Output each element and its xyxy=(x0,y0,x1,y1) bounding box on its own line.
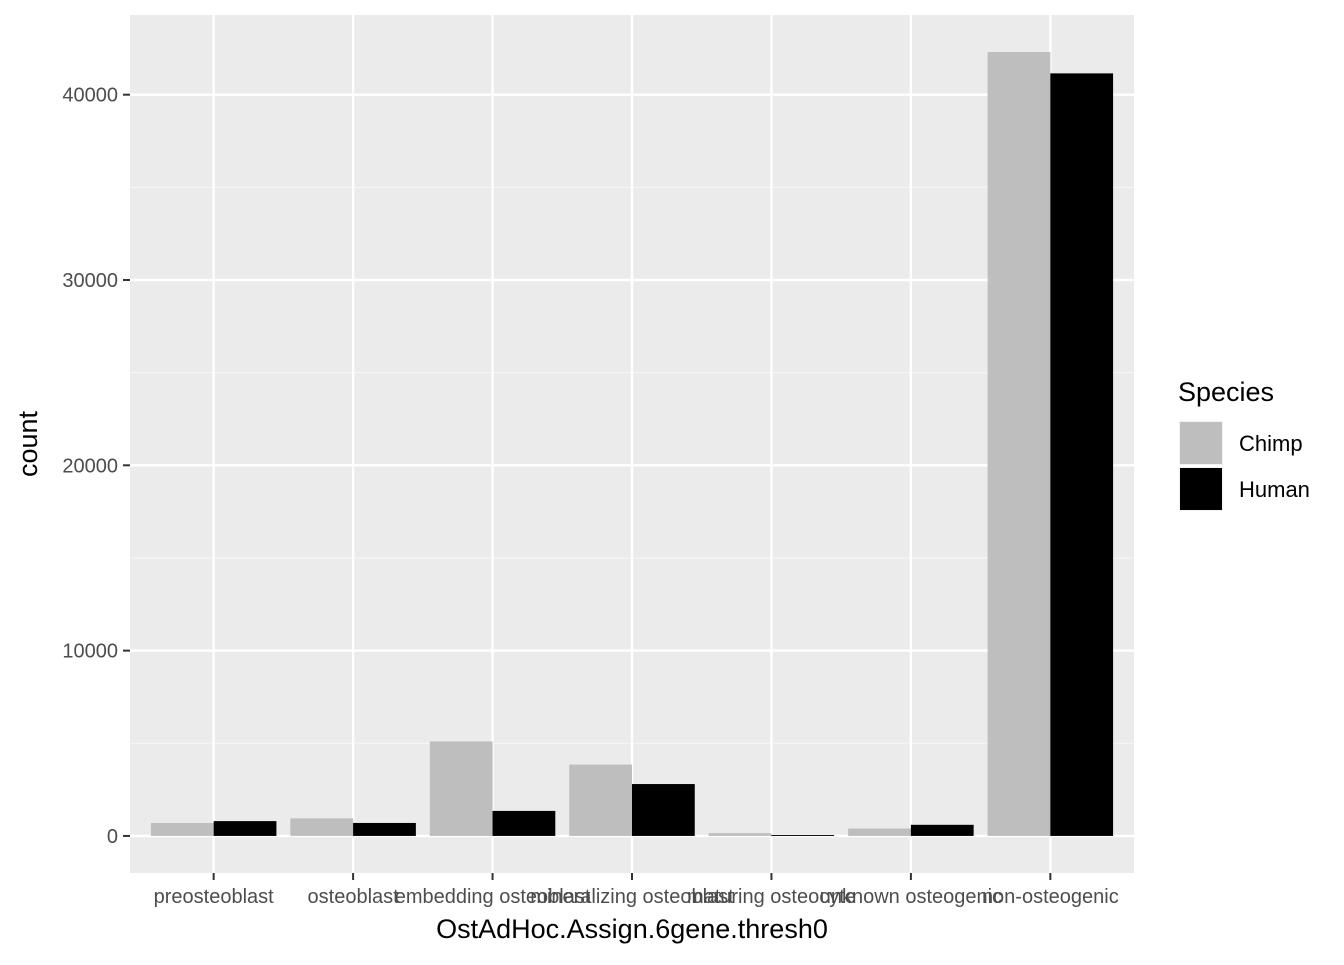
x-tick-label: mineralizing osteoblast xyxy=(530,886,734,908)
bar-human-embedding-osteoblast xyxy=(492,810,556,836)
legend-key-chimp xyxy=(1180,422,1222,464)
bar-chimp-embedding-osteoblast xyxy=(429,741,493,836)
y-tick-label: 20000 xyxy=(62,455,118,477)
x-tick-label: preosteoblast xyxy=(154,886,275,908)
bar-chimp-osteoblast xyxy=(290,818,354,836)
bar-chimp-non-osteogenic xyxy=(987,52,1051,836)
bar-chimp-mineralizing-osteoblast xyxy=(569,764,632,836)
y-axis-title: count xyxy=(13,410,43,477)
legend-label-human: Human xyxy=(1239,477,1310,502)
bar-human-osteoblast xyxy=(353,822,416,836)
bar-human-non-osteogenic xyxy=(1050,73,1114,836)
bars-layer xyxy=(150,52,1114,836)
y-axis: 0 10000 20000 30000 40000 xyxy=(62,85,130,848)
legend: Species Chimp Human xyxy=(1178,377,1310,511)
bar-chimp-unknown-osteogenic xyxy=(848,828,911,836)
bar-chimp-preosteoblast xyxy=(150,822,214,836)
x-tick-label: embedding osteoblast xyxy=(395,886,591,908)
x-axis-title: OstAdHoc.Assign.6gene.thresh0 xyxy=(436,914,828,944)
x-tick-label: maturing osteocyte xyxy=(687,886,856,908)
y-tick-label: 10000 xyxy=(62,641,118,663)
bar-human-maturing-osteocyte xyxy=(771,835,835,836)
bar-human-preosteoblast xyxy=(213,821,277,836)
bar-human-unknown-osteogenic xyxy=(910,824,974,836)
y-tick-label: 30000 xyxy=(62,270,118,292)
y-tick-label: 0 xyxy=(107,826,118,848)
x-tick-label: osteoblast xyxy=(308,886,400,908)
x-tick-label: unknown osteogenic xyxy=(820,886,1002,908)
legend-title: Species xyxy=(1178,377,1274,407)
legend-key-human xyxy=(1180,468,1222,510)
x-tick-label: non-osteogenic xyxy=(982,886,1119,908)
y-tick-label: 40000 xyxy=(62,85,118,107)
bar-human-mineralizing-osteoblast xyxy=(632,784,695,836)
legend-label-chimp: Chimp xyxy=(1239,431,1303,456)
bar-chimp-maturing-osteocyte xyxy=(708,833,772,836)
